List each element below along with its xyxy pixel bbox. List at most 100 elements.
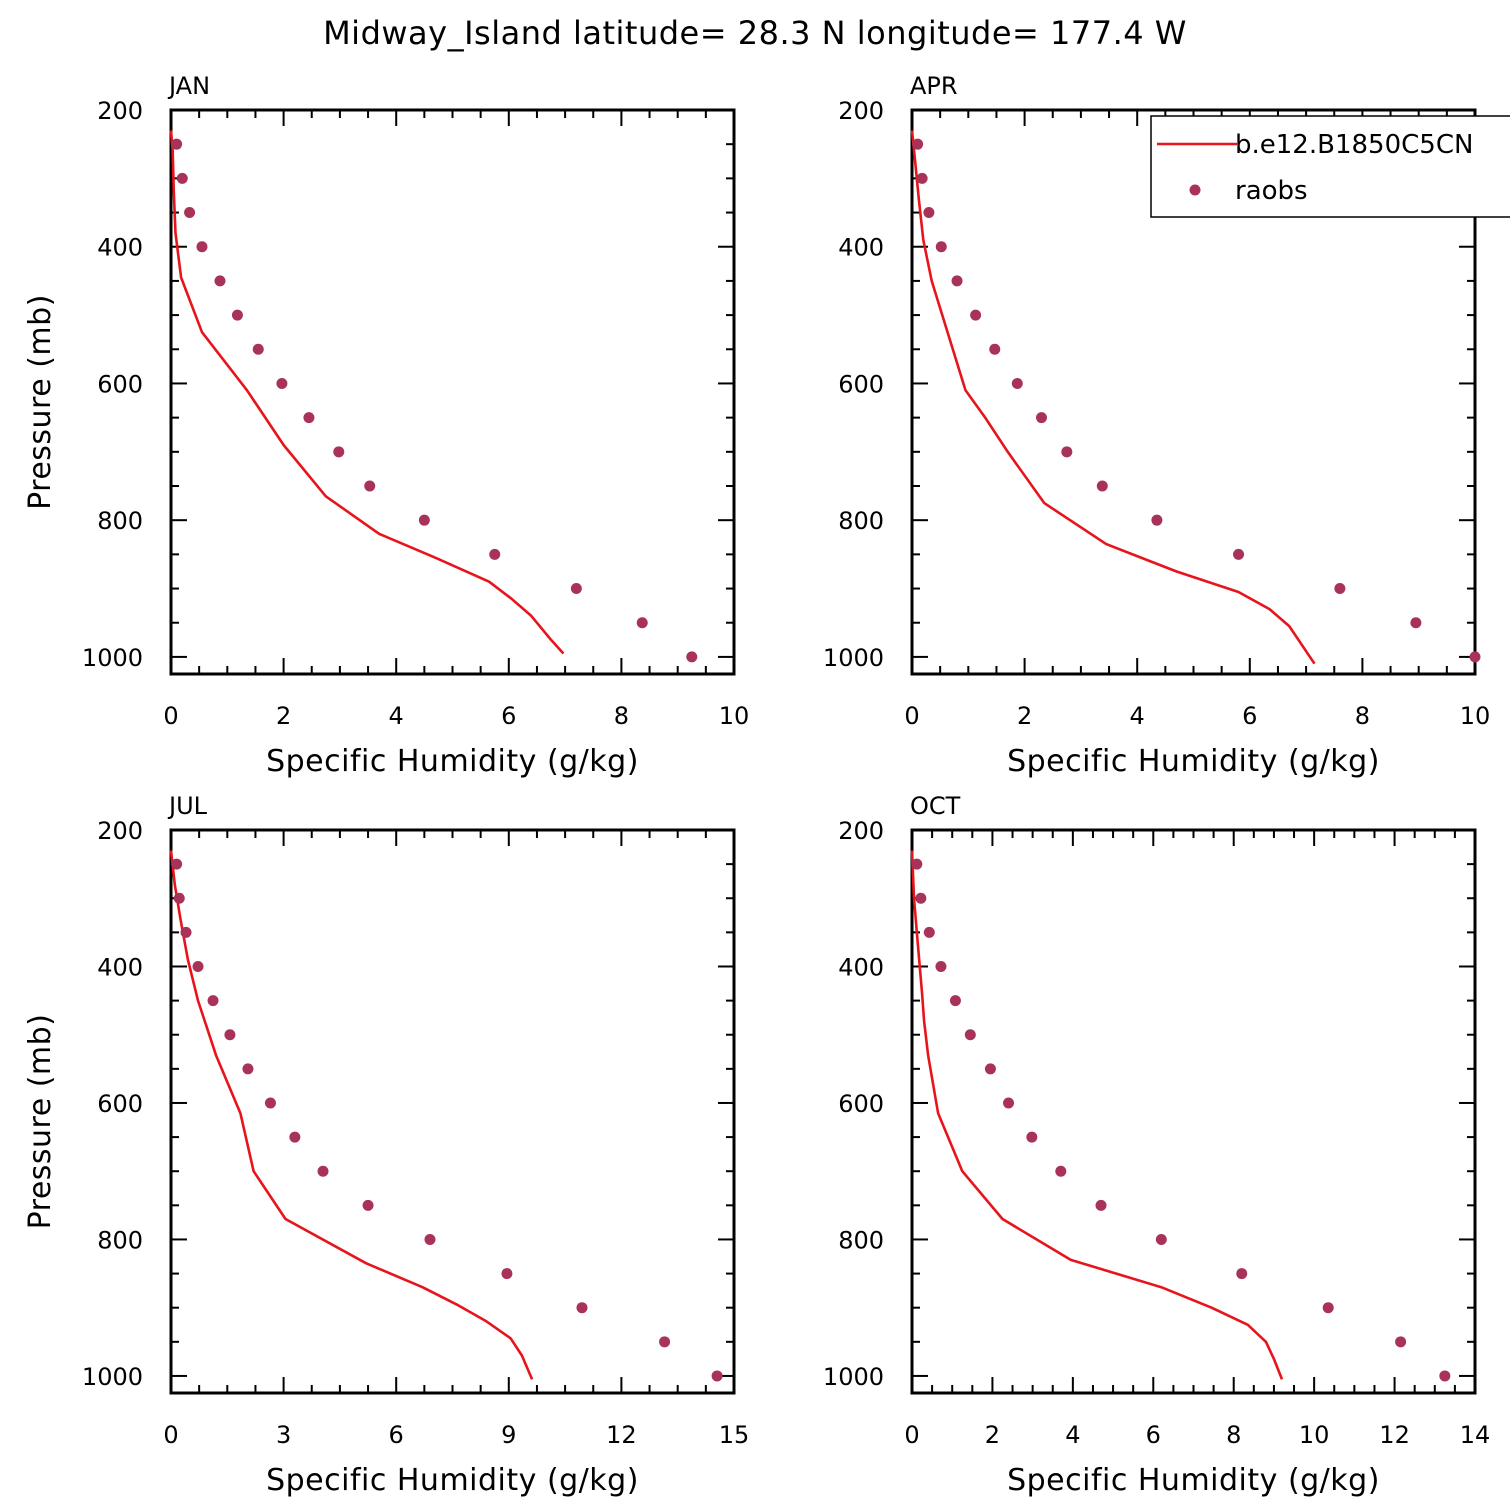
raobs-point (923, 926, 935, 938)
raobs-point (180, 926, 192, 938)
raobs-point (1095, 1199, 1107, 1211)
raobs-point (1055, 1165, 1067, 1177)
x-tick-label: 6 (389, 1421, 404, 1449)
raobs-point (171, 138, 183, 150)
raobs-point (1096, 480, 1108, 492)
x-tick-label: 3 (276, 1421, 291, 1449)
x-tick-label: 14 (1460, 1421, 1491, 1449)
raobs-point (1334, 583, 1346, 595)
raobs-point (911, 858, 923, 870)
y-tick-label: 600 (838, 1090, 884, 1118)
raobs-point (951, 275, 963, 287)
raobs-point (192, 960, 204, 972)
raobs-point (949, 995, 961, 1007)
x-tick-label: 6 (1242, 702, 1257, 730)
raobs-point (1233, 548, 1245, 560)
raobs-point (333, 446, 345, 458)
x-tick-label: 2 (1017, 702, 1032, 730)
y-tick-label: 800 (838, 507, 884, 535)
raobs-point (173, 892, 185, 904)
raobs-point (970, 309, 982, 321)
raobs-point (1395, 1336, 1407, 1348)
legend-label-model: b.e12.B1850C5CN (1235, 130, 1473, 160)
y-tick-label: 400 (838, 234, 884, 262)
raobs-point (686, 651, 698, 663)
x-tick-label: 12 (1379, 1421, 1410, 1449)
raobs-point (501, 1268, 513, 1280)
raobs-point (1026, 1131, 1038, 1143)
y-axis-label: Pressure (mb) (23, 294, 58, 510)
panel-jul: JUL 0 3 6 9 12 15 200 400 600 800 1000 Specific Humi… (23, 792, 749, 1498)
raobs-point (489, 548, 501, 560)
y-tick-label: 1000 (82, 644, 143, 672)
panel-label: JAN (167, 72, 210, 100)
y-tick-label: 600 (97, 1090, 143, 1118)
x-tick-label: 4 (1065, 1421, 1080, 1449)
raobs-point (1322, 1302, 1334, 1314)
raobs-point (1236, 1268, 1248, 1280)
plot-frame (910, 828, 1477, 1395)
raobs-point (659, 1336, 671, 1348)
panel-label: APR (910, 72, 958, 100)
x-axis-label: Specific Humidity (g/kg) (266, 1463, 639, 1498)
raobs-point (171, 858, 183, 870)
raobs-point (576, 1302, 588, 1314)
raobs-point (418, 514, 430, 526)
raobs-point (242, 1063, 254, 1075)
panel-jan: JAN 0 2 4 6 8 10 200 400 600 800 1000 Specific Humid… (23, 72, 749, 779)
raobs-point (362, 1199, 374, 1211)
y-tick-label: 800 (97, 507, 143, 535)
x-tick-label: 0 (163, 1421, 178, 1449)
raobs-point (1003, 1097, 1015, 1109)
y-tick-label: 600 (838, 370, 884, 398)
y-axis-label: Pressure (mb) (23, 1014, 58, 1230)
x-tick-label: 4 (1130, 702, 1145, 730)
raobs-point (636, 617, 648, 629)
x-tick-label: 8 (1355, 702, 1370, 730)
raobs-point (984, 1063, 996, 1075)
raobs-point (264, 1097, 276, 1109)
model-series-line (169, 130, 565, 655)
x-axis-label: Specific Humidity (g/kg) (1007, 744, 1380, 779)
raobs-point (711, 1370, 723, 1382)
y-tick-label: 400 (97, 953, 143, 981)
x-tick-label: 8 (1226, 1421, 1241, 1449)
y-tick-label: 800 (97, 1226, 143, 1254)
raobs-point (1035, 412, 1047, 424)
raobs-point (923, 207, 935, 219)
y-tick-label: 800 (838, 1226, 884, 1254)
x-tick-label: 10 (719, 702, 750, 730)
legend-marker-swatch (1189, 184, 1201, 196)
y-tick-label: 200 (838, 817, 884, 845)
model-series-line (910, 130, 1316, 665)
raobs-point (224, 1029, 236, 1041)
x-tick-label: 0 (904, 1421, 919, 1449)
y-tick-label: 200 (838, 97, 884, 125)
y-tick-label: 1000 (823, 644, 884, 672)
raobs-point (364, 480, 376, 492)
y-tick-label: 1000 (82, 1363, 143, 1391)
chart-title: Midway_Island latitude= 28.3 N longitude… (323, 14, 1187, 52)
model-series-line (910, 850, 1284, 1380)
raobs-point (207, 995, 219, 1007)
raobs-point (317, 1165, 329, 1177)
x-tick-label: 10 (1460, 702, 1491, 730)
raobs-point (214, 275, 226, 287)
raobs-point (231, 309, 243, 321)
raobs-point (424, 1233, 436, 1245)
model-series-line (169, 850, 534, 1380)
y-tick-label: 200 (97, 97, 143, 125)
x-tick-label: 10 (1299, 1421, 1330, 1449)
legend-label-raobs: raobs (1235, 176, 1308, 206)
raobs-point (1469, 651, 1481, 663)
panel-apr: APR 0 2 4 6 8 10 200 400 600 800 1000 Specific Humid… (823, 72, 1490, 779)
raobs-point (989, 343, 1001, 355)
x-axis-label: Specific Humidity (g/kg) (1007, 1463, 1380, 1498)
x-tick-label: 15 (719, 1421, 750, 1449)
raobs-point (570, 583, 582, 595)
raobs-point (276, 377, 288, 389)
x-tick-label: 2 (985, 1421, 1000, 1449)
panel-label: JUL (167, 792, 208, 820)
raobs-point (1011, 377, 1023, 389)
